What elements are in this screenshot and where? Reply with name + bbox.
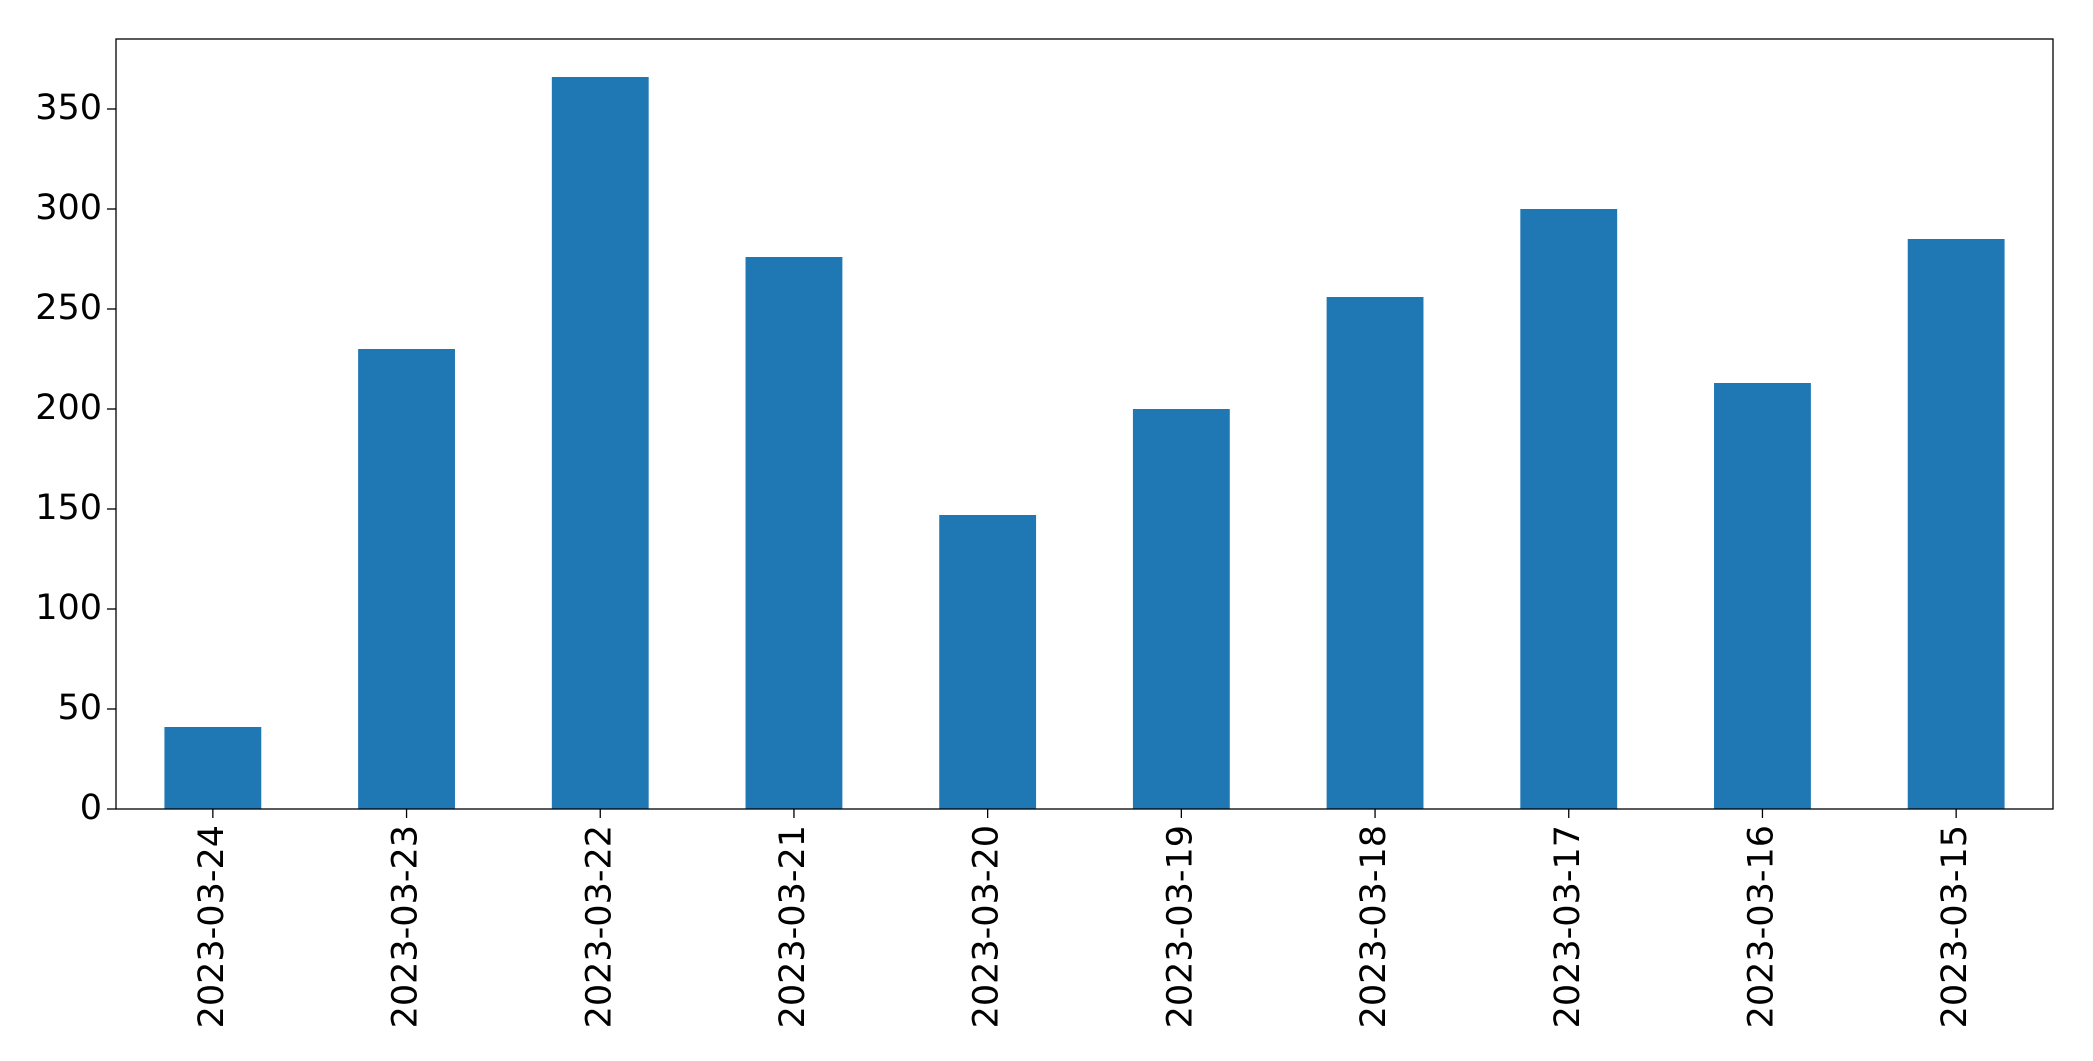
- y-tick-label: 300: [35, 188, 102, 228]
- x-tick-label: 2023-03-21: [773, 825, 813, 1028]
- y-tick-label: 250: [35, 288, 102, 328]
- bar: [939, 515, 1037, 809]
- bar: [1326, 297, 1424, 809]
- y-tick-label: 350: [35, 88, 102, 128]
- bar: [358, 349, 455, 809]
- y-tick-label: 150: [35, 488, 102, 528]
- x-tick-label: 2023-03-22: [579, 825, 619, 1028]
- x-tick-label: 2023-03-24: [192, 825, 232, 1028]
- y-tick-label: 0: [80, 788, 102, 828]
- bar: [1907, 239, 2005, 809]
- x-tick-label: 2023-03-15: [1935, 825, 1975, 1028]
- bar: [1520, 209, 1618, 809]
- bar: [551, 77, 649, 809]
- y-tick-label: 50: [57, 688, 102, 728]
- x-tick-label: 2023-03-18: [1354, 825, 1394, 1028]
- bar: [745, 257, 843, 809]
- y-tick-label: 200: [35, 388, 102, 428]
- x-tick-label: 2023-03-16: [1741, 825, 1781, 1028]
- bar: [164, 727, 262, 809]
- axes-frame: [115, 38, 2054, 810]
- y-tick-label: 100: [35, 588, 102, 628]
- x-tick-label: 2023-03-19: [1160, 825, 1200, 1028]
- x-tick-label: 2023-03-17: [1548, 825, 1588, 1028]
- x-tick-label: 2023-03-23: [386, 825, 426, 1028]
- bar: [1132, 409, 1230, 809]
- x-tick-label: 2023-03-20: [967, 825, 1007, 1028]
- bar: [1714, 383, 1811, 809]
